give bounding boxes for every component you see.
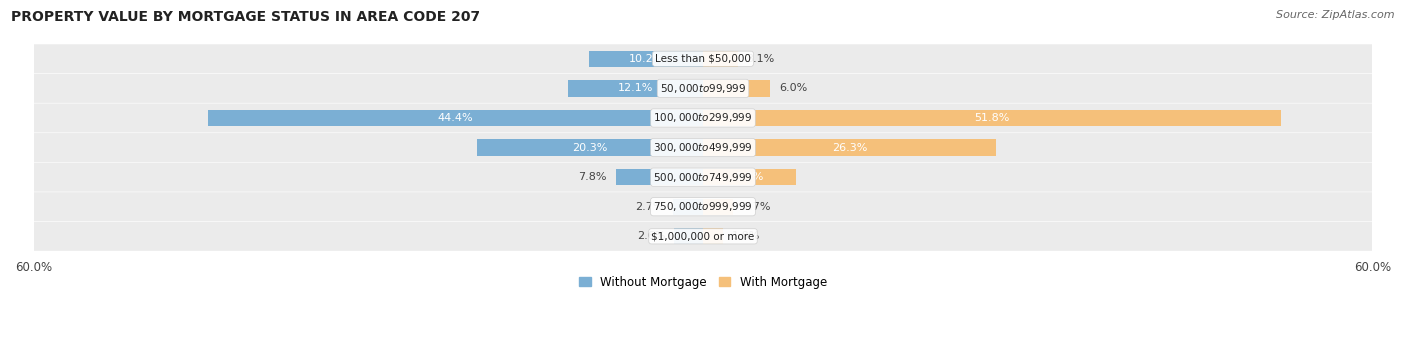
Bar	[673, 199, 703, 215]
Text: 26.3%: 26.3%	[832, 142, 868, 153]
Text: Less than $50,000: Less than $50,000	[655, 54, 751, 64]
Text: $300,000 to $499,999: $300,000 to $499,999	[654, 141, 752, 154]
Bar	[703, 139, 997, 156]
Bar	[477, 139, 703, 156]
FancyBboxPatch shape	[22, 44, 1384, 73]
Text: PROPERTY VALUE BY MORTGAGE STATUS IN AREA CODE 207: PROPERTY VALUE BY MORTGAGE STATUS IN ARE…	[11, 10, 481, 24]
Text: $500,000 to $749,999: $500,000 to $749,999	[654, 171, 752, 184]
Text: 10.2%: 10.2%	[628, 54, 664, 64]
Legend: Without Mortgage, With Mortgage: Without Mortgage, With Mortgage	[574, 271, 832, 293]
Text: 44.4%: 44.4%	[437, 113, 474, 123]
Text: $750,000 to $999,999: $750,000 to $999,999	[654, 200, 752, 213]
Bar	[703, 169, 796, 185]
Bar	[208, 110, 703, 126]
Bar	[703, 110, 1281, 126]
Text: 12.1%: 12.1%	[617, 83, 654, 94]
Bar	[703, 80, 770, 97]
Bar	[703, 51, 738, 67]
Text: 8.3%: 8.3%	[735, 172, 763, 182]
Text: $50,000 to $99,999: $50,000 to $99,999	[659, 82, 747, 95]
Text: 51.8%: 51.8%	[974, 113, 1010, 123]
Text: $100,000 to $299,999: $100,000 to $299,999	[654, 112, 752, 124]
Bar	[616, 169, 703, 185]
FancyBboxPatch shape	[22, 222, 1384, 251]
FancyBboxPatch shape	[22, 74, 1384, 103]
Bar	[673, 228, 703, 244]
FancyBboxPatch shape	[22, 103, 1384, 133]
Text: 2.7%: 2.7%	[742, 202, 770, 212]
FancyBboxPatch shape	[22, 133, 1384, 162]
Text: Source: ZipAtlas.com: Source: ZipAtlas.com	[1277, 10, 1395, 20]
Text: 6.0%: 6.0%	[779, 83, 807, 94]
Bar	[568, 80, 703, 97]
Text: $1,000,000 or more: $1,000,000 or more	[651, 231, 755, 241]
Bar	[703, 199, 733, 215]
FancyBboxPatch shape	[22, 163, 1384, 192]
Text: 2.6%: 2.6%	[637, 231, 665, 241]
Text: 20.3%: 20.3%	[572, 142, 607, 153]
Text: 3.1%: 3.1%	[747, 54, 775, 64]
Text: 1.8%: 1.8%	[733, 231, 761, 241]
FancyBboxPatch shape	[22, 192, 1384, 221]
Text: 7.8%: 7.8%	[578, 172, 607, 182]
Text: 2.7%: 2.7%	[636, 202, 664, 212]
Bar	[589, 51, 703, 67]
Bar	[703, 228, 723, 244]
